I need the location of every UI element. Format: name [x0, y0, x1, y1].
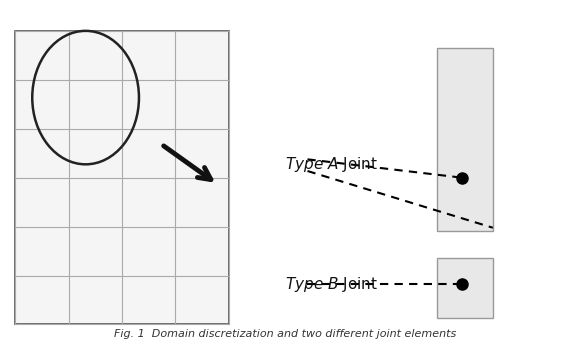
Text: Fig. 1  Domain discretization and two different joint elements: Fig. 1 Domain discretization and two dif… — [114, 329, 456, 339]
Bar — [437, 258, 493, 318]
Bar — [437, 48, 493, 231]
Text: $\it{Type\ B}$ Joint: $\it{Type\ B}$ Joint — [285, 275, 378, 294]
Bar — [15, 31, 229, 325]
Text: $\it{Type\ A}$ Joint: $\it{Type\ A}$ Joint — [285, 155, 378, 174]
